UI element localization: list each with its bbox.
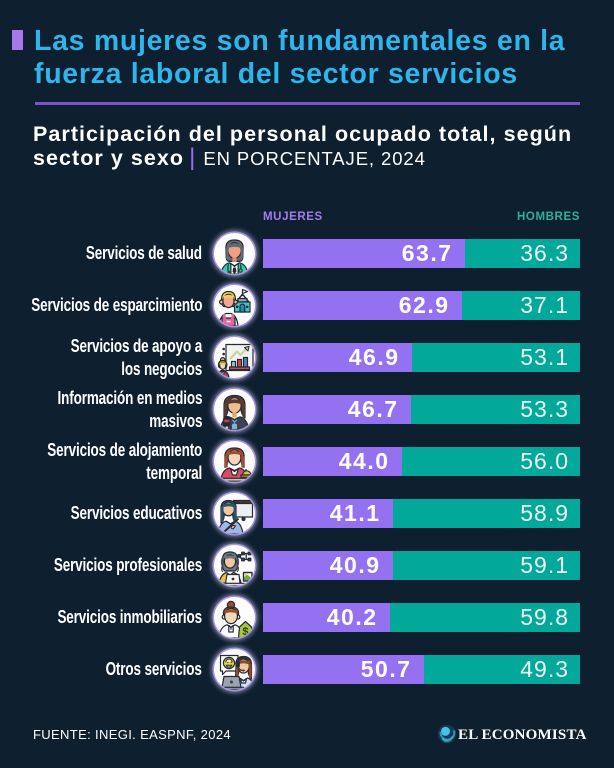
svg-text:$: $ <box>242 626 248 638</box>
